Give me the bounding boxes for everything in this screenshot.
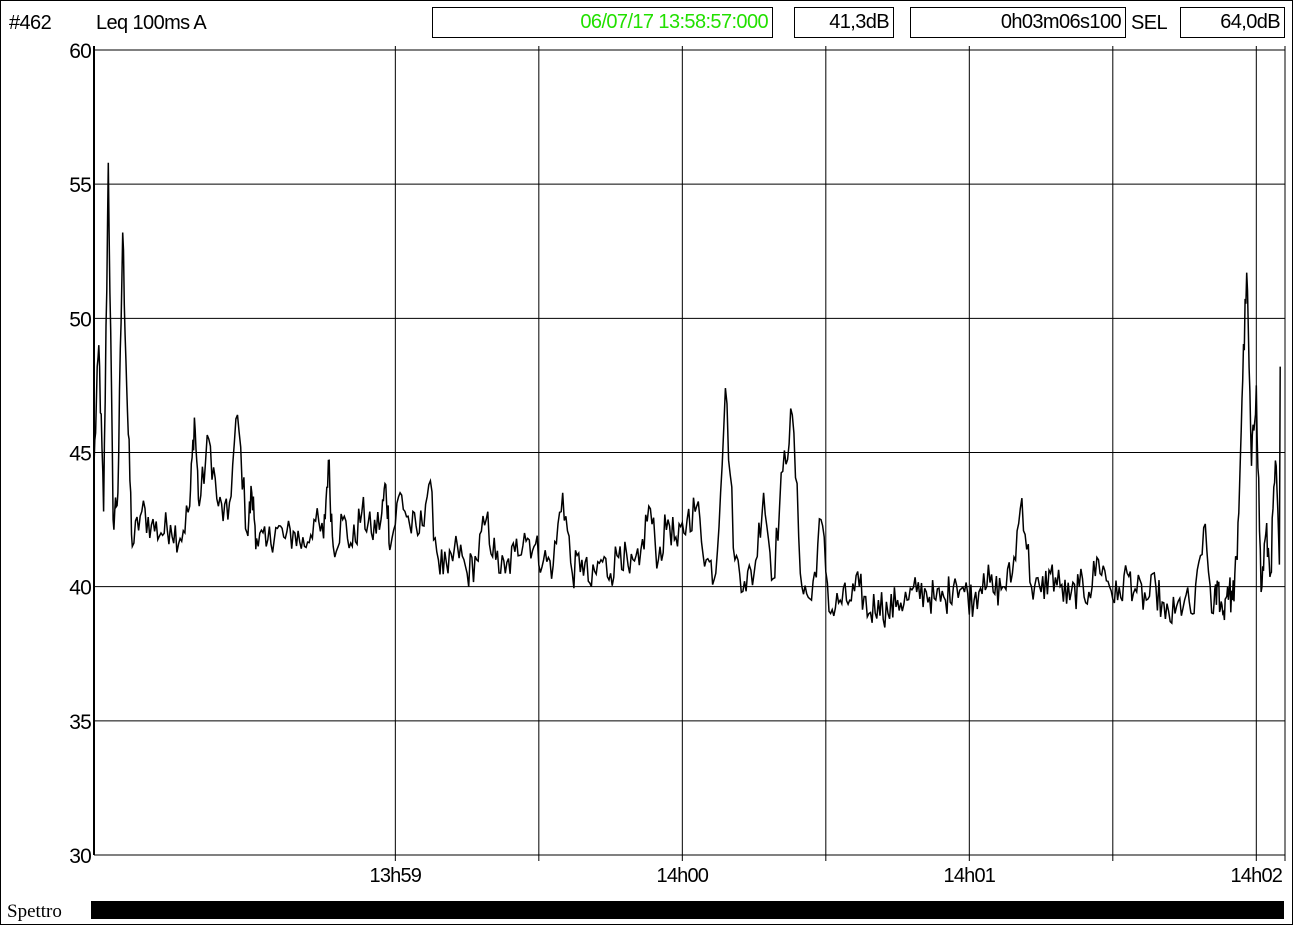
x-tick-label: 14h01 — [944, 865, 996, 887]
level-value: 41,3dB — [829, 11, 889, 33]
sel-label: SEL — [1131, 12, 1168, 34]
y-tick-label: 45 — [69, 443, 91, 466]
y-tick-label: 55 — [69, 174, 91, 197]
timestamp-field: 06/07/17 13:58:57:000 — [432, 7, 773, 38]
y-tick-label: 40 — [69, 577, 91, 600]
duration-field: 0h03m06s100 — [910, 7, 1126, 38]
x-tick-label: 14h02 — [1230, 865, 1282, 887]
x-tick-label: 14h00 — [657, 865, 709, 887]
grid — [93, 46, 1286, 861]
y-tick-label: 30 — [69, 845, 91, 868]
sel-value: 64,0dB — [1220, 11, 1280, 33]
timestamp-value: 06/07/17 13:58:57:000 — [580, 11, 768, 33]
y-tick-label: 50 — [69, 308, 91, 331]
duration-value: 0h03m06s100 — [1000, 11, 1122, 33]
y-tick-label: 60 — [69, 40, 91, 63]
noise-level-trace — [93, 162, 1281, 628]
time-history-chart: 60 55 50 45 40 35 30 13h59 14h00 14h01 14h02 — [69, 40, 1286, 887]
sel-field: 64,0dB — [1180, 7, 1285, 38]
level-field: 41,3dB — [794, 7, 894, 38]
measurement-label: Leq 100ms A — [96, 12, 207, 34]
y-axis: 60 55 50 45 40 35 30 — [69, 40, 92, 868]
spettro-bar — [91, 901, 1284, 919]
y-tick-label: 35 — [69, 711, 91, 734]
x-tick-label: 13h59 — [370, 865, 422, 887]
x-axis: 13h59 14h00 14h01 14h02 — [370, 865, 1284, 887]
spettro-label: Spettro — [7, 901, 62, 922]
record-number: #462 — [9, 12, 52, 34]
